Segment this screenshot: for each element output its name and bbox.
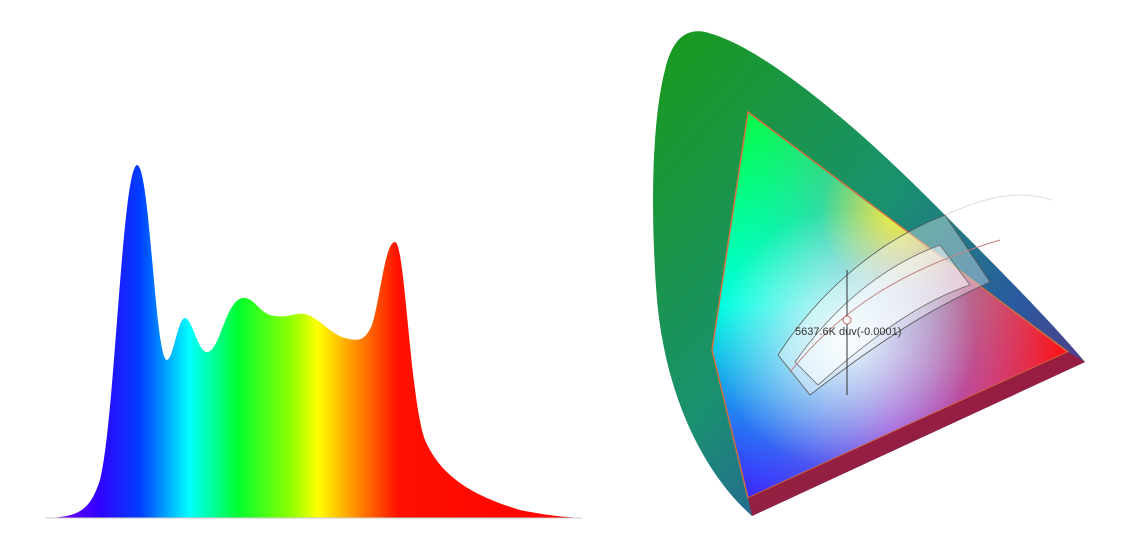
cct-band-inner — [794, 244, 971, 386]
white-point — [842, 315, 852, 325]
purple-line — [748, 352, 1085, 516]
cct-label: 5637.6K duv(-0.0001) — [795, 326, 901, 338]
spectrum — [45, 165, 582, 518]
planck-line — [789, 239, 1001, 373]
planck-ext — [944, 194, 1053, 216]
